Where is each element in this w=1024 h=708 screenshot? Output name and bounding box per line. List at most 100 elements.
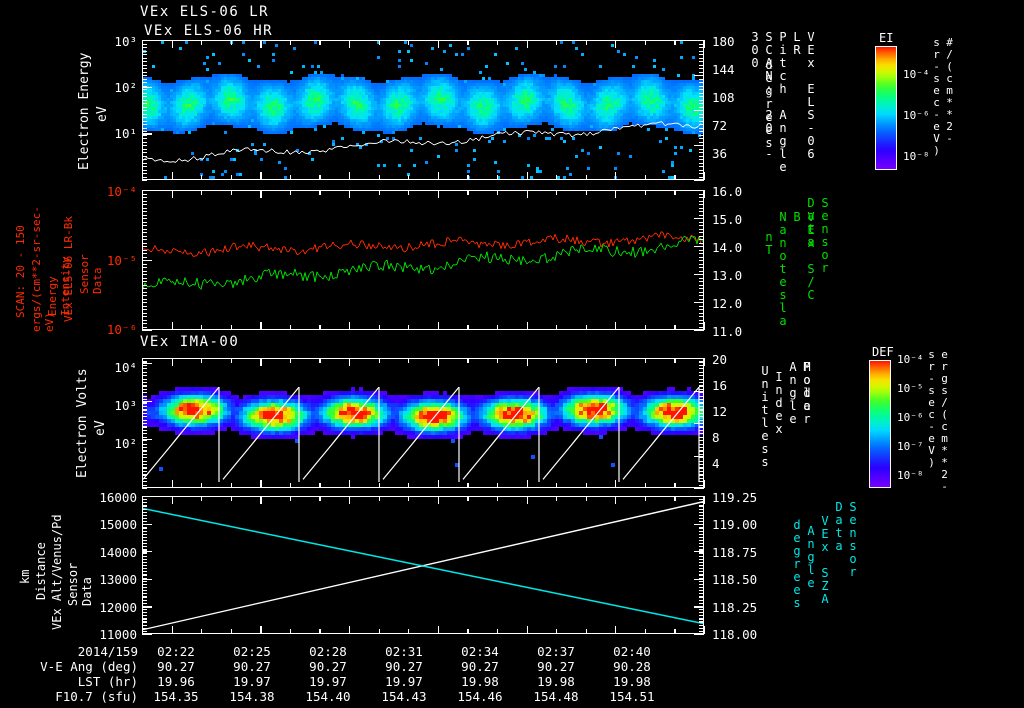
axis-tick-minor (699, 533, 704, 535)
time-tick (615, 480, 617, 488)
axis-tick-minor (699, 402, 704, 404)
axis-tick-minor (699, 288, 704, 290)
time-tick (408, 175, 410, 180)
axis-tick-minor (699, 409, 704, 411)
time-tick (230, 483, 232, 488)
axis-tick-minor (142, 68, 147, 70)
axis-tick-minor (699, 256, 704, 258)
axis-tick-minor (699, 436, 704, 438)
panel-els-rtick-4: 36 (712, 146, 728, 161)
axis-tick-minor (142, 54, 147, 56)
footer-cell: 90.27 (461, 659, 499, 674)
colorbar-ei-title: EI (879, 31, 894, 45)
time-tick (585, 483, 587, 488)
time-tick (704, 480, 706, 488)
time-tick (526, 40, 528, 48)
axis-tick-minor (699, 291, 704, 293)
time-tick (615, 496, 617, 504)
axis-tick-minor (142, 162, 147, 164)
axis-tick-minor (142, 388, 147, 390)
axis-tick-minor (142, 89, 147, 91)
time-tick (615, 626, 617, 634)
time-tick (319, 175, 321, 180)
time-tick (615, 358, 617, 366)
time-tick (556, 483, 558, 488)
axis-tick-minor (142, 242, 147, 244)
axis-tick-minor (142, 502, 147, 504)
axis-tick-minor (142, 253, 147, 255)
axis-tick-minor (699, 618, 704, 620)
axis-tick-major (694, 496, 704, 498)
footer-row-label: V-E Ang (deg) (40, 659, 138, 674)
axis-tick-minor (699, 309, 704, 311)
axis-tick-minor (142, 270, 147, 272)
axis-tick-minor (142, 106, 147, 108)
footer-row: V-E Ang (deg) 90.27 90.27 90.27 90.27 90.27 90… (10, 659, 670, 674)
axis-tick-minor (699, 565, 704, 567)
footer-row-label: 2014/159 (77, 644, 138, 659)
colorbar-ei-tick-2: 10⁻⁸ (903, 150, 930, 163)
axis-tick-minor (142, 568, 147, 570)
axis-tick-minor (699, 319, 704, 321)
footer-cell: 19.98 (613, 674, 651, 689)
axis-tick-major (142, 86, 152, 88)
axis-tick-minor (699, 405, 704, 408)
axis-tick-minor (142, 235, 147, 237)
time-tick (349, 40, 351, 48)
axis-tick-minor (142, 399, 147, 401)
axis-tick-minor (699, 624, 704, 626)
time-tick (644, 40, 647, 45)
axis-tick-minor (142, 477, 147, 479)
axis-tick-minor (142, 148, 147, 150)
axis-tick-major (694, 606, 704, 608)
panel-altitude-lines (143, 497, 703, 633)
axis-tick-minor (142, 82, 147, 84)
axis-tick-major (142, 551, 152, 553)
axis-tick-minor (699, 113, 704, 115)
axis-tick-minor (699, 96, 704, 98)
axis-tick-minor (142, 263, 147, 265)
axis-tick-minor (699, 61, 704, 63)
panel-ima-spectrogram (143, 359, 703, 487)
time-tick (319, 325, 321, 330)
time-tick (467, 190, 469, 195)
axis-tick-major (694, 75, 704, 77)
axis-tick-minor (699, 568, 704, 570)
axis-tick-minor (699, 586, 704, 589)
axis-tick-minor (142, 295, 147, 297)
axis-tick-minor (699, 502, 704, 504)
axis-tick-minor (699, 546, 704, 548)
axis-tick-minor (699, 605, 704, 607)
axis-tick-minor (699, 381, 704, 384)
time-tick (349, 626, 351, 634)
footer-cell: 02:28 (309, 644, 347, 659)
time-tick (260, 40, 262, 48)
axis-tick-minor (699, 543, 704, 545)
axis-tick-minor (699, 524, 704, 526)
axis-tick-minor (699, 580, 704, 582)
time-tick (201, 175, 203, 180)
panel-altitude-ytick-0: 16000 (99, 490, 137, 505)
axis-tick-minor (142, 281, 147, 283)
axis-tick-major (694, 190, 704, 192)
footer-table: 2014/159 02:22 02:25 02:28 02:31 02:34 02:37 02… (10, 644, 670, 704)
time-tick (349, 480, 351, 488)
axis-tick-minor (699, 412, 704, 414)
time-tick (556, 629, 558, 634)
time-tick (467, 175, 469, 180)
panel-ima-title: VEx IMA-00 (140, 334, 240, 350)
axis-tick-minor (699, 392, 704, 394)
time-tick (526, 626, 528, 634)
axis-tick-minor (142, 549, 147, 551)
time-tick (230, 190, 232, 195)
axis-tick-minor (142, 443, 147, 445)
footer-cell: 90.27 (309, 659, 347, 674)
time-tick (260, 190, 262, 198)
axis-tick-minor (142, 145, 147, 147)
axis-tick-minor (699, 433, 704, 435)
axis-tick-minor (142, 423, 147, 425)
axis-tick-minor (142, 602, 147, 604)
axis-tick-minor (142, 323, 147, 325)
axis-tick-minor (699, 517, 704, 520)
axis-tick-minor (142, 127, 147, 129)
